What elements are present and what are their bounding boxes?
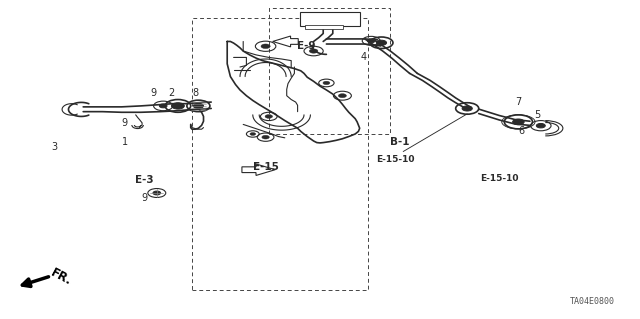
Circle shape — [250, 133, 256, 136]
Text: E-15-10: E-15-10 — [480, 174, 518, 183]
Circle shape — [172, 103, 184, 109]
Text: 2: 2 — [168, 87, 174, 98]
Circle shape — [367, 39, 375, 43]
Circle shape — [513, 119, 524, 125]
Text: E-15: E-15 — [253, 162, 278, 173]
Text: 3: 3 — [51, 142, 58, 152]
Bar — [269, 8, 390, 134]
Bar — [192, 18, 368, 290]
FancyArrow shape — [242, 164, 275, 175]
Circle shape — [265, 115, 273, 118]
Circle shape — [309, 49, 318, 53]
Text: 9: 9 — [122, 118, 128, 128]
Circle shape — [262, 135, 269, 139]
Circle shape — [536, 123, 545, 128]
Circle shape — [462, 106, 472, 111]
Text: TA04E0800: TA04E0800 — [570, 297, 614, 306]
Circle shape — [323, 81, 330, 85]
Circle shape — [339, 94, 346, 98]
Circle shape — [193, 103, 204, 108]
Circle shape — [376, 40, 387, 45]
Text: 6: 6 — [518, 126, 525, 136]
Circle shape — [261, 44, 270, 48]
Text: E-3: E-3 — [134, 175, 154, 185]
Text: 1: 1 — [122, 137, 128, 147]
Text: 5: 5 — [534, 110, 541, 120]
Bar — [300, 12, 360, 26]
Circle shape — [326, 19, 333, 22]
Text: FR.: FR. — [48, 267, 74, 288]
Text: E-15-10: E-15-10 — [376, 155, 415, 164]
Text: B-1: B-1 — [390, 137, 410, 147]
Text: E-9: E-9 — [297, 41, 315, 51]
Text: 4: 4 — [360, 52, 367, 63]
Text: 8: 8 — [192, 87, 198, 98]
Circle shape — [159, 104, 167, 108]
Text: 7: 7 — [515, 97, 522, 107]
Circle shape — [153, 191, 161, 195]
Bar — [305, 25, 343, 29]
Text: 9: 9 — [141, 193, 147, 203]
FancyArrow shape — [273, 36, 298, 47]
Text: 9: 9 — [150, 87, 157, 98]
